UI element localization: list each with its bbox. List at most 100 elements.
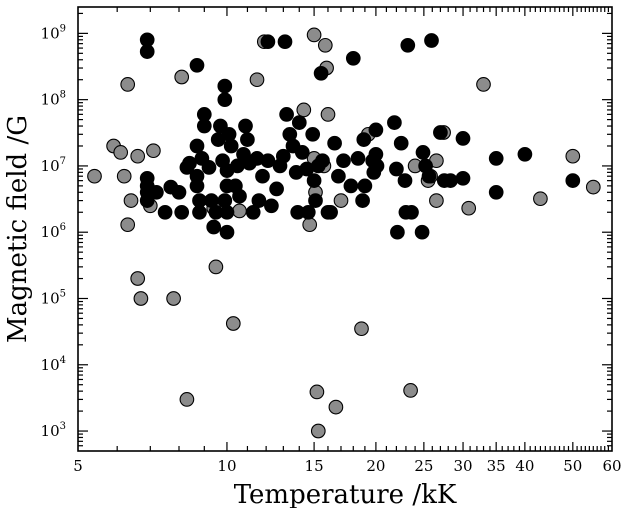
grey-data-point [174,69,190,85]
grey-data-point [166,291,181,306]
black-data-point [387,115,402,130]
grey-data-point [403,383,418,398]
black-data-point [251,193,267,208]
black-data-point [313,65,329,81]
grey-data-point [116,168,132,184]
x-tick-label: 5 [73,457,83,475]
black-data-point [189,57,205,73]
x-tick-label: 15 [305,457,324,475]
black-data-point [260,34,276,50]
black-data-point [308,193,323,208]
black-data-point [217,78,233,94]
x-tick-label: 60 [602,457,621,475]
x-tick-label: 20 [366,457,385,475]
black-data-point [260,153,276,169]
axis-ticks: 5 10 15 20 25 30 35 40 50 60 103 104 105 106 107 108 109 [41,7,622,475]
grey-data-point [585,179,601,195]
grey-data-point [133,291,149,306]
black-data-point [240,132,255,147]
x-tick-label: 25 [414,457,433,475]
black-data-point [565,173,581,188]
grey-data-point [333,193,349,208]
grey-data-point [354,321,369,337]
black-data-point [400,37,416,53]
black-data-point [149,184,164,200]
grey-data-point [232,203,247,219]
black-data-point [232,188,247,204]
y-tick-label: 108 [41,90,66,109]
y-tick-label: 106 [41,222,66,241]
x-tick-label: 35 [487,457,506,475]
black-data-point [217,92,233,108]
y-tick-label: 109 [41,23,66,42]
grey-data-point [533,191,548,207]
black-data-point [517,146,533,162]
grey-data-point [317,37,333,53]
grey-data-point [208,259,224,275]
black-data-point [390,224,405,240]
black-data-point [294,145,310,160]
x-axis-label: Temperature /kK [234,480,457,508]
black-data-point [397,173,413,188]
black-data-point [264,198,279,214]
black-data-point [323,204,338,220]
black-data-point [331,168,346,184]
y-tick-label: 107 [41,156,66,175]
grey-data-point [225,316,241,331]
grey-data-point [120,77,136,92]
black-data-point [455,170,471,186]
black-data-point [206,219,222,235]
grey-data-point [320,107,336,122]
black-data-point [139,193,155,208]
black-data-point [189,138,205,154]
black-data-point [300,204,316,220]
black-data-point [336,153,351,169]
black-data-point [219,224,235,240]
black-data-point [369,158,385,174]
black-data-point [421,168,437,184]
black-data-point [171,184,187,200]
black-data-point [357,178,373,194]
grey-data-point [429,193,444,208]
black-data-point [275,148,291,164]
y-axis-label: Magnetic field /G [3,115,33,343]
grey-data-point [113,145,129,160]
black-data-point [245,204,261,220]
black-data-point [277,34,293,50]
black-data-point [223,138,239,154]
black-data-point [327,135,342,151]
grey-data-point [461,200,477,216]
black-data-point [415,145,431,160]
black-data-point [182,155,197,171]
black-data-point [315,153,330,169]
black-data-point [368,122,384,138]
x-tick-label: 30 [453,457,472,475]
black-data-point [433,125,448,140]
black-data-point [201,160,217,175]
black-data-point [157,204,173,220]
black-data-point [443,173,458,188]
black-data-point [455,131,471,146]
grey-data-point [179,392,195,407]
grey-data-point [565,148,581,164]
grey-data-point [296,102,312,118]
black-data-point [269,181,284,197]
x-tick-label: 10 [217,457,236,475]
grey-data-point [310,423,326,439]
black-data-point [219,204,235,220]
y-tick-label: 105 [41,288,66,307]
black-data-point [393,135,409,151]
x-tick-label: 40 [515,457,534,475]
black-data-point [356,132,372,147]
black-data-point [345,50,361,66]
black-data-point [255,168,270,184]
black-data-point [414,224,430,240]
black-data-point [306,173,322,188]
grey-data-point [249,72,265,88]
black-data-point [196,118,212,134]
black-data-point [488,151,504,166]
grey-data-point [120,217,136,233]
black-data-point [174,204,190,220]
